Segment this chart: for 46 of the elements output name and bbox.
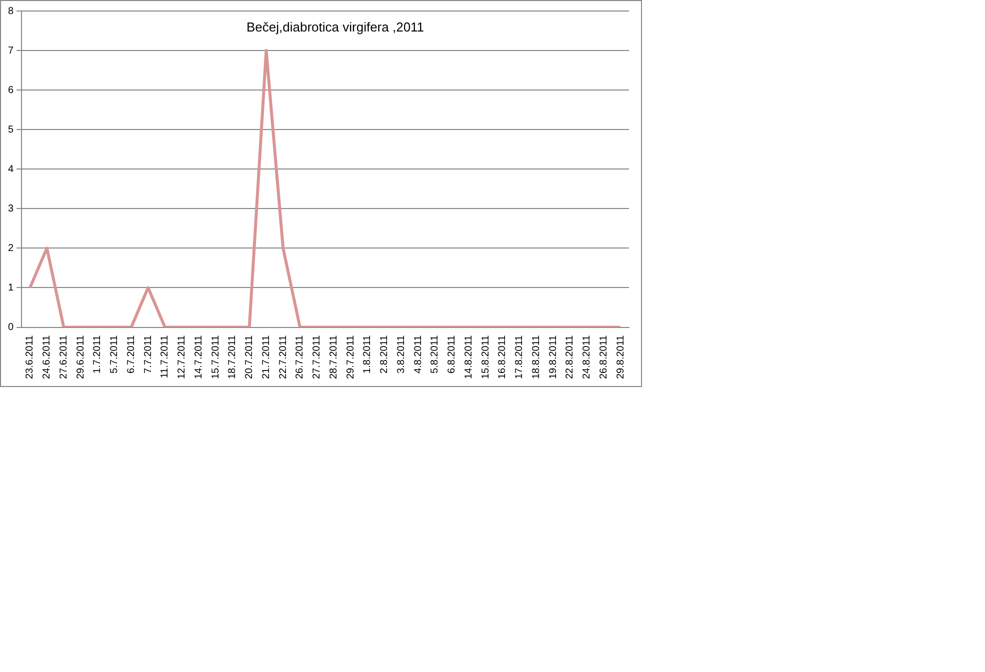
x-tick-label: 24.8.2011	[582, 334, 593, 380]
x-tick-label: 28.7.2011	[328, 334, 340, 380]
x-tick-label: 18.7.2011	[227, 334, 238, 380]
x-tick-label: 29.8.2011	[615, 334, 626, 380]
y-tick-label: 8	[8, 6, 14, 17]
x-tick-label: 27.7.2011	[312, 334, 323, 380]
x-tick-label: 17.8.2011	[514, 334, 526, 380]
x-tick-label: 15.7.2011	[210, 334, 222, 380]
x-tick-label: 22.7.2011	[278, 334, 289, 380]
y-tick-label: 2	[8, 242, 14, 254]
x-tick-label: 5.8.2011	[430, 334, 441, 374]
x-tick-label: 11.7.2011	[160, 334, 171, 378]
x-tick-label: 6.8.2011	[446, 334, 458, 374]
y-tick-label: 6	[8, 84, 14, 96]
x-tick-label: 24.6.2011	[42, 334, 53, 380]
y-tick-label: 1	[8, 282, 14, 294]
x-tick-label: 16.8.2011	[497, 334, 508, 380]
x-tick-label: 23.6.2011	[24, 334, 36, 380]
x-tick-label: 12.7.2011	[176, 334, 188, 380]
y-tick-label: 3	[8, 203, 14, 214]
x-tick-label: 3.8.2011	[396, 334, 407, 374]
x-tick-label: 21.7.2011	[260, 334, 272, 380]
x-tick-label: 27.6.2011	[58, 334, 70, 380]
x-tick-label: 5.7.2011	[109, 334, 120, 374]
x-tick-label: 20.7.2011	[244, 334, 256, 380]
x-tick-label: 4.8.2011	[412, 334, 424, 374]
text: Bečej,diabrotica virgifera ,2011	[246, 20, 424, 35]
y-tick-label: 5	[8, 124, 14, 136]
x-tick-label: 22.8.2011	[564, 334, 576, 380]
y-tick-label: 4	[8, 164, 14, 175]
x-tick-label: 14.7.2011	[193, 334, 204, 380]
x-tick-label: 6.7.2011	[126, 334, 137, 374]
x-tick-label: 15.8.2011	[480, 334, 492, 380]
x-tick-label: 2.8.2011	[379, 334, 390, 374]
x-tick-label: 26.7.2011	[294, 334, 306, 380]
y-tick-label: 0	[8, 322, 14, 334]
x-tick-label: 19.8.2011	[548, 334, 559, 380]
x-tick-label: 1.7.2011	[92, 334, 104, 374]
x-tick-label: 29.6.2011	[75, 334, 86, 380]
x-tick-label: 14.8.2011	[463, 334, 474, 380]
x-tick-label: 7.7.2011	[142, 334, 154, 374]
x-tick-label: 29.7.2011	[345, 334, 356, 380]
x-tick-label: 1.8.2011	[362, 334, 374, 374]
x-tick-label: 26.8.2011	[598, 334, 610, 380]
x-tick-label: 18.8.2011	[530, 334, 542, 380]
y-tick-label: 7	[8, 45, 14, 56]
